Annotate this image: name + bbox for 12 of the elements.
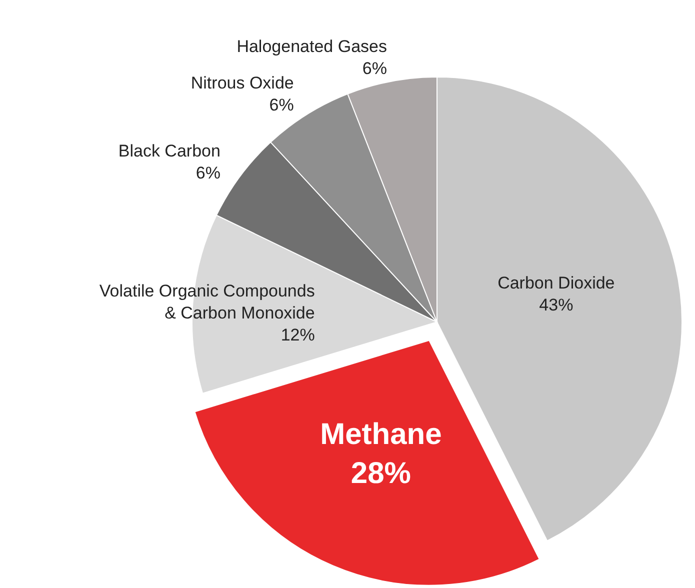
data-label: 6% — [362, 59, 387, 78]
data-label: 28% — [350, 457, 411, 490]
slice-label: Black Carbon — [118, 141, 220, 160]
slice-label: Volatile Organic Compounds & Carbon Monoxide — [99, 281, 315, 322]
data-label: 6% — [196, 164, 220, 183]
slice-label: Methane — [320, 418, 442, 452]
slice-label: Nitrous Oxide — [190, 74, 294, 93]
data-label: 12% — [280, 326, 315, 345]
slice-label: Halogenated Gases — [236, 37, 387, 56]
slice-label: Carbon Dioxide — [498, 274, 615, 293]
data-label: 6% — [269, 96, 294, 115]
data-label: 43% — [539, 296, 574, 315]
